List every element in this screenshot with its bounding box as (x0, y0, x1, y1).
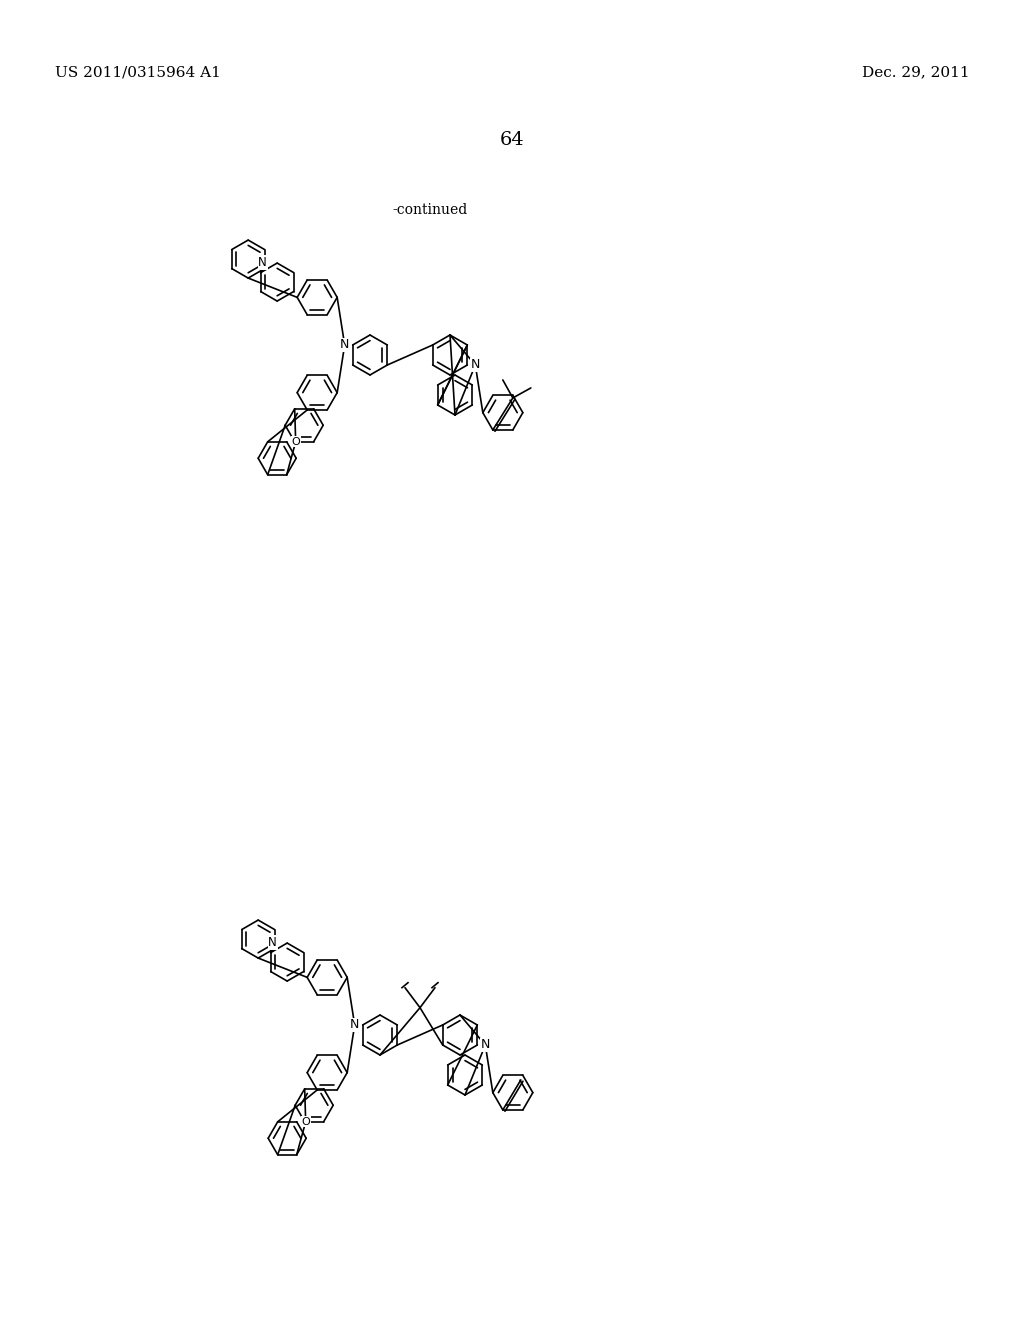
Text: US 2011/0315964 A1: US 2011/0315964 A1 (55, 65, 221, 79)
Text: O: O (291, 437, 300, 446)
Text: O: O (301, 1117, 310, 1127)
Text: Dec. 29, 2011: Dec. 29, 2011 (862, 65, 970, 79)
Text: N: N (340, 338, 349, 351)
Text: N: N (268, 936, 278, 949)
Text: N: N (471, 359, 480, 371)
Text: N: N (350, 1019, 359, 1031)
Text: N: N (480, 1039, 490, 1052)
Text: N: N (258, 256, 267, 269)
Text: -continued: -continued (392, 203, 468, 216)
Text: 64: 64 (500, 131, 524, 149)
